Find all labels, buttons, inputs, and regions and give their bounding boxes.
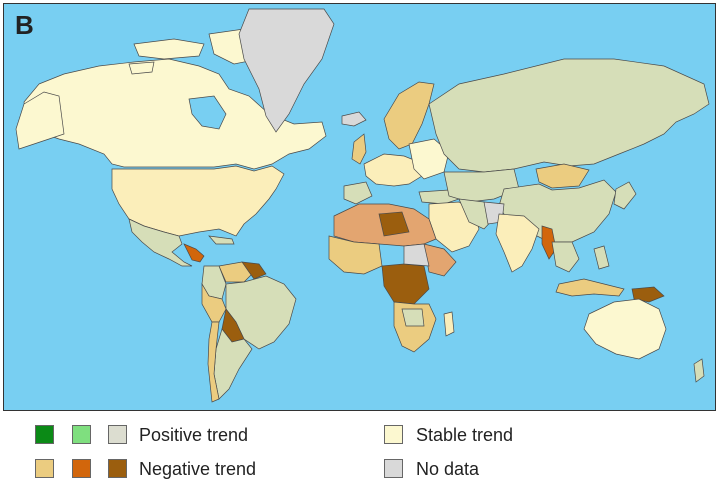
zambia-region — [401, 308, 425, 327]
swatch-positive-weak — [108, 425, 127, 444]
mexico-region — [128, 218, 193, 267]
legend-nodata-label: No data — [416, 459, 480, 479]
cuba-region — [208, 235, 235, 245]
southeast-asia-region — [551, 241, 580, 273]
west-africa-region — [328, 235, 383, 275]
uk-region — [351, 133, 367, 165]
world-map: B — [3, 3, 716, 411]
india-region — [495, 213, 540, 273]
iberia-region — [343, 181, 373, 205]
scandinavia-region — [383, 81, 435, 150]
iceland-region — [341, 111, 367, 127]
swatch-negative-weak — [35, 459, 54, 478]
swatch-no-data — [384, 459, 403, 478]
russia-region — [428, 58, 710, 173]
horn-of-africa-region — [423, 243, 457, 277]
greenland-region — [238, 8, 335, 133]
swatch-negative-medium — [72, 459, 91, 478]
libya-region — [378, 211, 410, 237]
arctic-islands-1 — [133, 38, 205, 60]
sudan-region — [403, 243, 430, 267]
legend-positive-label: Positive trend — [139, 425, 249, 445]
chile-region — [207, 321, 220, 403]
swatch-positive-medium — [72, 425, 91, 444]
swatch-stable — [384, 425, 403, 444]
png-region — [631, 286, 665, 303]
indonesia-region — [555, 278, 625, 297]
swatch-negative-strong — [108, 459, 127, 478]
australia-region — [583, 298, 667, 360]
peru-region — [201, 282, 227, 323]
legend-negative-label: Negative trend — [139, 459, 257, 479]
guianas-region — [241, 261, 267, 280]
arctic-islands-3 — [128, 61, 155, 75]
legend-stable-label: Stable trend — [416, 425, 514, 445]
myanmar-region — [541, 225, 557, 260]
japan-region — [613, 181, 637, 210]
new-zealand-region — [693, 358, 705, 383]
hudson-bay — [188, 95, 227, 130]
swatch-positive-strong — [35, 425, 54, 444]
map-svg — [4, 4, 715, 410]
western-europe-region — [363, 153, 423, 187]
philippines-region — [593, 245, 610, 270]
panel-label: B — [15, 10, 34, 40]
canada-region — [23, 58, 327, 170]
madagascar-region — [443, 311, 455, 337]
alaska-region — [15, 91, 65, 150]
mongolia-region — [535, 163, 590, 189]
central-america-region — [183, 243, 205, 263]
